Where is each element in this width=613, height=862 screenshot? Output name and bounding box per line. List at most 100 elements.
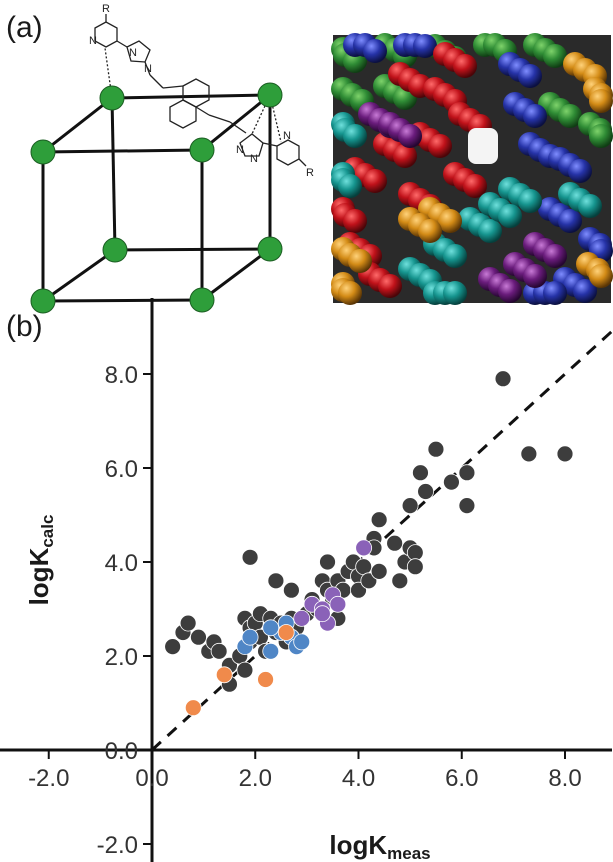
atom-sphere [478, 219, 502, 243]
cube-vertex [100, 86, 124, 110]
r-group-bottom: R [306, 167, 314, 179]
data-point [180, 615, 196, 631]
data-point [443, 474, 459, 490]
data-point [294, 610, 310, 626]
r-group-top: R [102, 3, 110, 15]
data-point [356, 540, 372, 556]
atom-sphere [543, 244, 567, 268]
atom-sphere [523, 264, 547, 288]
data-point [557, 446, 573, 462]
data-point [330, 596, 346, 612]
x-axis-title: logKmeas [329, 830, 430, 862]
data-point [263, 620, 279, 636]
atom-sphere [343, 124, 367, 148]
n-label: N [236, 144, 244, 156]
cube-vertex [258, 83, 282, 107]
atom-sphere [558, 209, 582, 233]
atom-sphere [589, 89, 613, 113]
data-point [314, 606, 330, 622]
atom-sphere [348, 249, 372, 273]
y-tick-label: 4.0 [105, 550, 138, 577]
atom-sphere [363, 169, 387, 193]
y-tick-label: 2.0 [105, 644, 138, 671]
data-point [242, 629, 258, 645]
data-point [402, 498, 418, 514]
data-point [165, 639, 181, 655]
atom-sphere [498, 279, 522, 303]
atom-sphere [443, 281, 467, 305]
data-point [428, 441, 444, 457]
panel-a-label: (a) [6, 11, 43, 44]
space-filling-model [331, 33, 613, 305]
data-point [263, 643, 279, 659]
atom-sphere [523, 104, 547, 128]
atom-sphere [568, 159, 592, 183]
atom-sphere [518, 64, 542, 88]
data-point [495, 371, 511, 387]
n-label: N [89, 35, 97, 47]
n-label: N [283, 130, 291, 142]
data-point [294, 634, 310, 650]
atom-sphere [363, 39, 387, 63]
data-point [190, 629, 206, 645]
atom-sphere [338, 174, 362, 198]
atom-sphere [518, 189, 542, 213]
atom-sphere [343, 209, 367, 233]
data-point [268, 573, 284, 589]
x-tick-label: 4.0 [342, 765, 375, 792]
data-point [242, 549, 258, 565]
atom-sphere [543, 281, 567, 305]
y-tick-label: 6.0 [105, 456, 138, 483]
atom-sphere [428, 134, 452, 158]
data-point [459, 465, 475, 481]
cube-vertex [103, 238, 127, 262]
n-label: N [129, 47, 137, 59]
data-point [392, 573, 408, 589]
y-axis-title: logKcalc [24, 515, 57, 606]
data-point [459, 498, 475, 514]
data-point [211, 643, 227, 659]
cube-vertex [190, 288, 214, 312]
n-label: N [144, 63, 152, 75]
y-tick-label: 8.0 [105, 362, 138, 389]
atom-sphere [453, 54, 477, 78]
cube-vertex [31, 140, 55, 164]
data-point [237, 662, 253, 678]
atom-sphere [393, 144, 417, 168]
atom-sphere [589, 264, 613, 288]
data-point [216, 667, 232, 683]
panel-b-label: (b) [6, 310, 43, 343]
atom-sphere [443, 244, 467, 268]
data-point [412, 465, 428, 481]
data-point [407, 545, 423, 561]
x-tick-label: 8.0 [548, 765, 581, 792]
model-cavity [468, 128, 498, 164]
data-point [521, 446, 537, 462]
data-point [185, 700, 201, 716]
data-point [371, 512, 387, 528]
data-point [320, 554, 336, 570]
atom-sphere [418, 219, 442, 243]
atom-sphere [378, 274, 402, 298]
data-point [283, 582, 299, 598]
atom-sphere [398, 124, 422, 148]
x-tick-label: 0.0 [135, 765, 168, 792]
cube-vertex [190, 138, 214, 162]
data-point [407, 559, 423, 575]
scatter-chart: -2.0 0.0 2.0 4.0 6.0 8.0 -2.0 0.0 2.0 4.0 6.0 8.0 lo… [0, 298, 613, 862]
data-point [371, 563, 387, 579]
atom-sphere [498, 204, 522, 228]
data-point [278, 625, 294, 641]
atom-sphere [589, 124, 613, 148]
data-point [356, 559, 372, 575]
x-tick-label: 2.0 [239, 765, 272, 792]
atom-sphere [338, 281, 362, 305]
n-label: N [250, 153, 258, 165]
cube-vertex [31, 289, 55, 313]
data-point [387, 535, 403, 551]
data-point [258, 672, 274, 688]
atom-sphere [578, 194, 602, 218]
x-tick-label: 6.0 [445, 765, 478, 792]
x-tick-label: -2.0 [28, 765, 69, 792]
